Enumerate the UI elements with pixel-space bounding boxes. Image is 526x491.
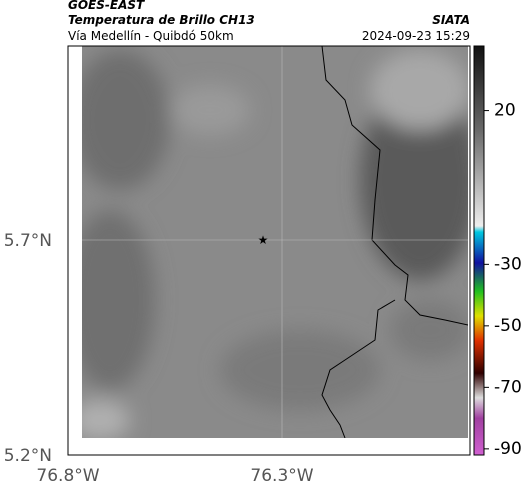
- product: GOES-EAST: [68, 0, 145, 12]
- svg-text:★: ★: [258, 233, 269, 247]
- satellite-image: ★: [82, 46, 468, 438]
- region: Vía Medellín - Quibdó 50km: [68, 29, 234, 43]
- lat-label: 5.7°N: [4, 231, 52, 251]
- colorbar-tick-label: -50: [494, 316, 522, 336]
- colorbar-tick-label: 20: [494, 101, 516, 121]
- colorbar-tick-label: -90: [494, 439, 522, 459]
- colorbar: [473, 45, 485, 456]
- lon-label: 76.3°W: [250, 466, 313, 486]
- lon-label: 76.8°W: [36, 466, 99, 486]
- title: Temperatura de Brillo CH13: [68, 13, 255, 27]
- colorbar-tick-label: -70: [494, 377, 522, 397]
- colorbar-tick-label: -30: [494, 254, 522, 274]
- agency: SIATA: [432, 13, 470, 27]
- timestamp: 2024-09-23 15:29: [362, 29, 470, 43]
- lat-label: 5.2°N: [4, 446, 52, 466]
